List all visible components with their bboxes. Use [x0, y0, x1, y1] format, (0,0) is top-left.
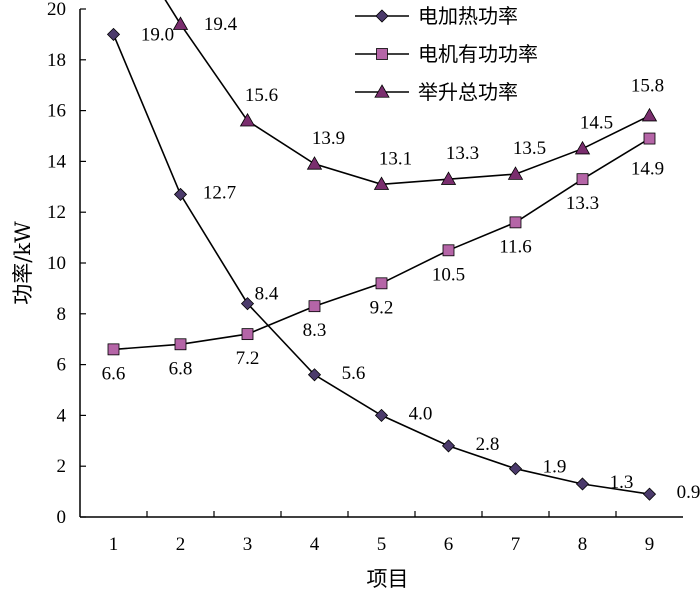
y-tick-label: 18 — [47, 50, 66, 71]
data-label-motor-active-power: 6.6 — [102, 363, 126, 384]
legend-label-electric-heating-power: 电加热功率 — [418, 4, 518, 28]
y-tick-label: 8 — [57, 304, 67, 325]
y-tick-label: 10 — [47, 253, 66, 274]
data-label-lift-total-power: 13.1 — [379, 148, 412, 169]
x-tick-label: 1 — [109, 534, 119, 555]
data-point-lift-total-power — [507, 166, 524, 180]
y-tick-label: 6 — [57, 355, 67, 376]
data-point-lift-total-power — [574, 140, 591, 155]
legend-marker-lift-total-power — [374, 84, 390, 98]
data-point-electric-heating-power — [374, 408, 389, 422]
data-label-electric-heating-power: 2.8 — [476, 434, 500, 455]
data-label-motor-active-power: 6.8 — [169, 358, 193, 379]
data-label-lift-total-power: 13.9 — [312, 128, 345, 149]
data-label-electric-heating-power: 1.3 — [610, 472, 634, 493]
data-point-motor-active-power — [442, 244, 455, 257]
data-point-electric-heating-power — [575, 477, 590, 491]
data-point-electric-heating-power — [441, 439, 456, 453]
data-point-lift-total-power — [306, 156, 323, 170]
x-tick-label: 5 — [377, 534, 387, 555]
data-label-electric-heating-power: 0.9 — [677, 482, 700, 503]
data-label-electric-heating-power: 1.9 — [543, 457, 567, 478]
data-point-electric-heating-power — [173, 187, 188, 201]
data-label-electric-heating-power: 5.6 — [342, 363, 366, 384]
data-point-lift-total-power — [239, 112, 256, 127]
x-tick-label: 7 — [511, 534, 521, 555]
data-label-motor-active-power: 14.9 — [631, 159, 664, 180]
x-tick-label: 9 — [645, 534, 655, 555]
y-tick-label: 12 — [47, 202, 66, 223]
data-point-electric-heating-power — [106, 27, 121, 41]
y-axis-title: 功率/kW — [11, 221, 35, 305]
data-point-electric-heating-power — [307, 368, 322, 382]
data-label-electric-heating-power: 12.7 — [203, 182, 236, 203]
y-tick-label: 4 — [57, 405, 67, 426]
x-tick-label: 8 — [578, 534, 588, 555]
data-point-motor-active-power — [107, 343, 120, 356]
data-point-motor-active-power — [174, 338, 187, 351]
legend-marker-motor-active-power — [376, 48, 388, 60]
legend-label-motor-active-power: 电机有功功率 — [418, 42, 538, 66]
data-point-motor-active-power — [241, 328, 254, 341]
data-point-motor-active-power — [509, 216, 522, 229]
data-point-motor-active-power — [375, 277, 388, 290]
data-point-lift-total-power — [172, 16, 189, 30]
data-label-motor-active-power: 9.2 — [370, 297, 394, 318]
data-label-motor-active-power: 10.5 — [432, 264, 465, 285]
series-line-electric-heating-power — [112, 34, 650, 495]
x-tick-label: 2 — [176, 534, 186, 555]
data-point-lift-total-power — [641, 107, 658, 122]
data-point-lift-total-power — [373, 176, 390, 190]
x-axis-title: 项目 — [367, 567, 409, 591]
legend-label-lift-total-power: 举升总功率 — [418, 80, 518, 104]
data-label-electric-heating-power: 8.4 — [255, 284, 279, 305]
data-label-lift-total-power: 19.4 — [204, 14, 238, 35]
data-point-electric-heating-power — [642, 487, 657, 501]
data-label-motor-active-power: 8.3 — [303, 320, 327, 341]
legend-marker-electric-heating-power — [375, 9, 389, 23]
data-label-motor-active-power: 13.3 — [566, 193, 599, 214]
data-point-lift-total-power — [440, 171, 457, 185]
data-label-lift-total-power: 15.8 — [631, 76, 664, 97]
data-label-lift-total-power: 14.5 — [580, 113, 613, 134]
data-label-motor-active-power: 7.2 — [236, 348, 260, 369]
data-point-motor-active-power — [643, 132, 656, 145]
data-point-electric-heating-power — [508, 462, 523, 476]
x-tick-label: 4 — [310, 534, 320, 555]
x-tick-label: 3 — [243, 534, 253, 555]
data-label-lift-total-power: 13.5 — [513, 138, 546, 159]
data-label-lift-total-power: 15.6 — [245, 85, 278, 106]
data-point-electric-heating-power — [240, 297, 255, 311]
y-tick-label: 2 — [57, 456, 67, 477]
x-tick-label: 6 — [444, 534, 454, 555]
data-label-lift-total-power: 13.3 — [446, 143, 479, 164]
y-tick-label: 14 — [47, 151, 67, 172]
data-label-electric-heating-power: 4.0 — [409, 403, 433, 424]
data-label-electric-heating-power: 19.0 — [141, 24, 174, 45]
data-point-motor-active-power — [308, 300, 321, 313]
y-tick-label: 20 — [47, 0, 66, 20]
data-point-motor-active-power — [576, 173, 589, 186]
y-tick-label: 16 — [47, 101, 66, 122]
y-tick-label: 0 — [57, 507, 67, 528]
data-label-motor-active-power: 11.6 — [499, 236, 532, 257]
